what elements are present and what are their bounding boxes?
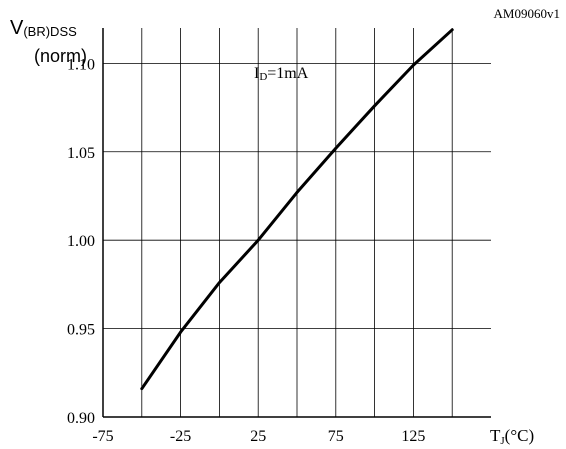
x-axis-label: TJ(°C) (490, 426, 534, 447)
y-tick-label: 0.95 (67, 322, 95, 339)
figure-id: AM09060v1 (494, 6, 560, 21)
y-tick-label: 1.10 (67, 56, 95, 73)
x-axis-label-unit: (°C) (505, 426, 534, 445)
x-axis-label-main: T (490, 426, 501, 445)
annotation-rest: =1mA (267, 65, 308, 82)
x-axis-label-subscript: J (500, 435, 505, 447)
x-tick-label: 125 (401, 428, 425, 445)
x-tick-label: -25 (170, 428, 191, 445)
x-tick-label: 25 (250, 428, 266, 445)
y-axis-label: V(BR)DSS (10, 17, 77, 39)
y-tick-labels: 0.90 0.95 1.00 1.05 1.10 (67, 56, 95, 427)
y-axis-label-line2: (norm) (34, 46, 87, 66)
y-tick-label: 0.90 (67, 410, 95, 427)
annotation-main: I (254, 65, 259, 82)
gridlines (103, 28, 491, 417)
x-tick-label: 75 (328, 428, 344, 445)
y-axis-label-main: V (10, 17, 24, 39)
y-tick-label: 1.00 (67, 233, 95, 250)
y-axis-label-subscript: (BR)DSS (23, 24, 77, 39)
series-line (140, 28, 454, 391)
annotation-subscript: D (259, 71, 267, 83)
y-tick-label: 1.05 (67, 145, 95, 162)
x-tick-label: -75 (92, 428, 113, 445)
condition-annotation: ID=1mA (254, 65, 309, 83)
x-tick-labels: -75 -25 25 75 125 (92, 428, 425, 445)
